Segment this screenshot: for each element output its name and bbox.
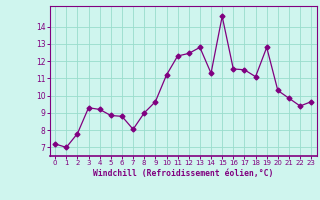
X-axis label: Windchill (Refroidissement éolien,°C): Windchill (Refroidissement éolien,°C)	[93, 169, 273, 178]
